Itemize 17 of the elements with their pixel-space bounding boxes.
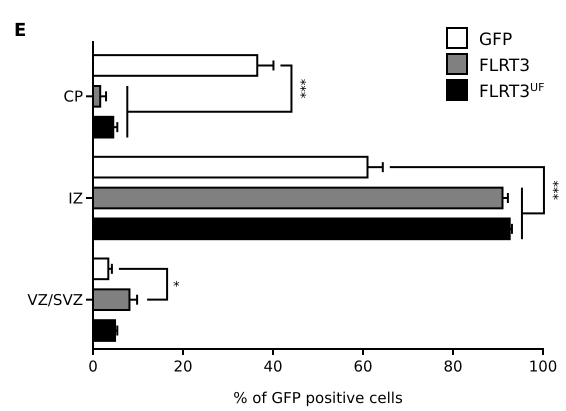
x-tick-label: 100 (528, 358, 558, 376)
text: *** (544, 180, 560, 201)
legend-label: FLRT3$^{UF}$ (479, 80, 544, 102)
y-tick-label: CP (63, 88, 83, 106)
annotation: *** (292, 78, 308, 99)
legend-label: FLRT3 (479, 56, 530, 76)
y-tick-label: IZ (68, 189, 83, 208)
y-tick-label: VZ/SVZ (27, 290, 83, 309)
x-tick-label: 0 (88, 358, 98, 376)
legend-label: GFP (479, 30, 512, 50)
x-tick-label: 40 (263, 358, 283, 376)
x-tick-label: 80 (443, 358, 463, 376)
chart-title: E (14, 20, 26, 41)
annotation: * (173, 279, 180, 294)
x-tick-label: 20 (173, 358, 193, 376)
x-tick-label: 60 (353, 358, 373, 376)
x-axis-title: % of GFP positive cells (233, 389, 403, 407)
